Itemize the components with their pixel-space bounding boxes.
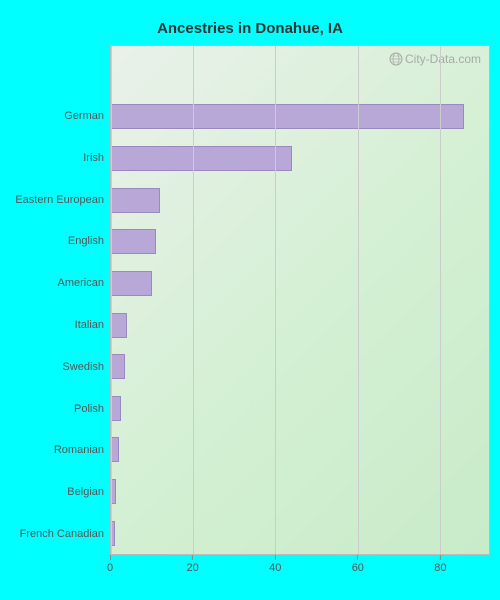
bar [111, 146, 292, 171]
x-tick-label: 60 [352, 562, 364, 574]
y-axis-label: Irish [10, 137, 110, 179]
x-tick-mark [440, 555, 441, 560]
globe-icon [389, 52, 403, 66]
x-axis: 0 20 40 60 80 [110, 555, 490, 580]
bar-row [111, 263, 489, 305]
y-axis-label: English [10, 220, 110, 262]
bar-row [111, 179, 489, 221]
x-tick-label: 0 [107, 562, 113, 574]
x-tick-label: 80 [434, 562, 446, 574]
x-axis-tick: 20 [186, 555, 198, 574]
bar-row [111, 346, 489, 388]
chart-body: GermanIrishEastern EuropeanEnglishAmeric… [10, 45, 490, 580]
gridline [193, 46, 194, 554]
x-axis-tick: 0 [107, 555, 113, 574]
bar-row [111, 304, 489, 346]
y-axis-label: American [10, 262, 110, 304]
chart-title: Ancestries in Donahue, IA [10, 20, 490, 37]
bar-row [111, 429, 489, 471]
y-axis-label: Swedish [10, 346, 110, 388]
x-tick-label: 20 [186, 562, 198, 574]
bar [111, 229, 156, 254]
y-axis-label: Romanian [10, 430, 110, 472]
y-axis-label: French Canadian [10, 513, 110, 555]
bar-row [111, 138, 489, 180]
x-tick-mark [192, 555, 193, 560]
x-axis-tick: 60 [352, 555, 364, 574]
x-tick-label: 40 [269, 562, 281, 574]
x-axis-tick: 80 [434, 555, 446, 574]
chart-container: Ancestries in Donahue, IA GermanIrishEas… [10, 20, 490, 580]
x-tick-mark [357, 555, 358, 560]
bar-row [111, 96, 489, 138]
y-axis-label: Belgian [10, 471, 110, 513]
gridline [440, 46, 441, 554]
bar [111, 396, 121, 421]
bar [111, 354, 125, 379]
gridline [358, 46, 359, 554]
gridline [111, 46, 112, 554]
bar-row [111, 471, 489, 513]
bar-row [111, 512, 489, 554]
y-axis-label: Italian [10, 304, 110, 346]
bars-container [111, 96, 489, 554]
x-axis-tick: 40 [269, 555, 281, 574]
bar [111, 104, 464, 129]
bar-row [111, 387, 489, 429]
bar [111, 188, 160, 213]
x-tick-mark [275, 555, 276, 560]
y-axis-label: Eastern European [10, 179, 110, 221]
bar [111, 271, 152, 296]
watermark-text: City-Data.com [405, 52, 481, 66]
y-axis-label: Polish [10, 388, 110, 430]
x-tick-mark [110, 555, 111, 560]
bar [111, 437, 119, 462]
y-axis-label: German [10, 95, 110, 137]
gridline [275, 46, 276, 554]
watermark: City-Data.com [389, 52, 481, 66]
bar [111, 313, 127, 338]
y-axis-labels: GermanIrishEastern EuropeanEnglishAmeric… [10, 45, 110, 580]
bar-row [111, 221, 489, 263]
plot-area: City-Data.com [110, 45, 490, 555]
